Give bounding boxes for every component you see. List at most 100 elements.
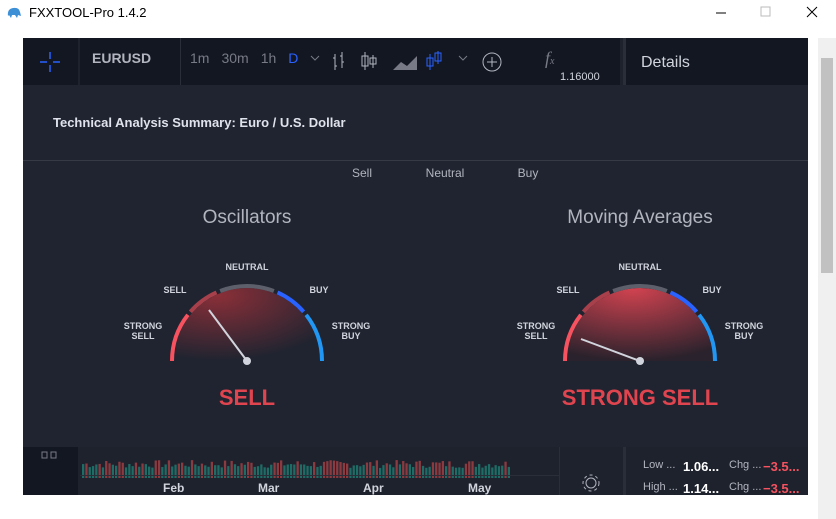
window-title: FXXTOOL-Pro 1.4.2 xyxy=(29,5,147,20)
volume-bar xyxy=(441,461,444,478)
volume-bar xyxy=(266,467,270,478)
gauge-segment xyxy=(563,313,583,362)
volume-bar xyxy=(382,465,385,478)
gauge-segment xyxy=(304,313,324,362)
volume-bar xyxy=(474,466,477,478)
crosshair-tool[interactable] xyxy=(23,38,78,85)
volume-bar xyxy=(293,464,296,478)
gauge-fill xyxy=(567,288,713,361)
interval[interactable]: 30m xyxy=(221,50,249,66)
volume-bar xyxy=(454,467,458,478)
gauge-needle xyxy=(580,338,641,362)
volume-bar xyxy=(412,466,415,478)
summary-dialog: Technical Analysis Summary: Euro / U.S. … xyxy=(23,85,808,447)
volume-bar xyxy=(154,460,157,478)
volume-bar xyxy=(200,463,204,478)
scrollbar[interactable] xyxy=(818,38,836,519)
window-controls[interactable] xyxy=(700,0,836,28)
gauge-label: STRONG xyxy=(725,321,764,331)
interval[interactable]: D xyxy=(288,50,299,66)
price-label: 1.16000 xyxy=(560,71,600,83)
settings[interactable] xyxy=(559,447,622,495)
volume-bar xyxy=(138,466,141,478)
detail-cell: Chg ... xyxy=(729,459,762,471)
month-label: Mar xyxy=(258,481,280,495)
volume-bar xyxy=(286,464,289,478)
toolbar: EURUSD 1m 30m 1h D fx xyxy=(80,38,620,85)
volume-bar xyxy=(217,465,220,478)
volume-bar xyxy=(349,467,352,478)
volume-bar xyxy=(418,460,421,478)
volume-bar xyxy=(230,460,233,478)
gauge-label: SELL xyxy=(524,331,548,341)
volume-bar xyxy=(276,462,279,478)
volume-bar xyxy=(190,460,194,478)
volume-bar xyxy=(468,461,471,478)
volume-bar xyxy=(484,465,487,478)
volume-bar xyxy=(385,463,388,478)
volume-bar xyxy=(108,463,111,478)
gauge-result: STRONG SELL xyxy=(562,385,718,410)
volume-bar xyxy=(161,467,164,478)
volume-bar xyxy=(346,463,349,478)
volume-bar xyxy=(240,463,243,478)
gauge-label: SELL xyxy=(556,285,580,295)
volume-bar xyxy=(253,466,256,478)
details-rows: Low ... 1.06... Chg ... −3.5... High ... 1.14… xyxy=(623,447,808,495)
volume-bar xyxy=(207,466,210,478)
volume-bar xyxy=(339,462,342,478)
volume-bar xyxy=(395,460,398,478)
volume-bar xyxy=(504,461,507,478)
volume-bar xyxy=(151,467,154,478)
volume-bar xyxy=(141,463,144,478)
volume-bar xyxy=(289,464,293,478)
detail-cell: 1.14... xyxy=(683,481,720,495)
volume-bar xyxy=(408,464,411,478)
symbol[interactable]: EURUSD xyxy=(92,50,152,66)
indicator-button[interactable]: fx xyxy=(545,48,555,68)
volume-bar xyxy=(445,466,448,478)
volume-bar xyxy=(98,463,101,478)
volume-bar xyxy=(194,464,197,478)
volume-bar xyxy=(131,466,134,478)
detail-cell: High ... xyxy=(643,481,678,493)
volume-bar xyxy=(124,467,128,478)
volume-bar xyxy=(164,464,167,478)
volume-bar xyxy=(491,467,494,478)
volume-bar xyxy=(260,464,263,478)
interval[interactable]: 1h xyxy=(260,50,277,66)
volume-bar xyxy=(115,465,118,478)
volume-bar xyxy=(458,467,461,478)
volume-bar xyxy=(280,460,283,478)
volume-bar xyxy=(250,462,253,478)
chart-tools xyxy=(310,51,502,72)
volume-bar xyxy=(214,465,217,478)
volume-bar xyxy=(296,461,299,478)
volume-bar xyxy=(204,465,207,478)
gauge-label: STRONG xyxy=(517,321,556,331)
detail-cell: Low ... xyxy=(643,459,676,471)
tab[interactable]: Sell xyxy=(352,166,372,180)
dialog-title: Technical Analysis Summary: Euro / U.S. … xyxy=(53,115,346,130)
volume-bar xyxy=(88,467,91,478)
gauge-result: SELL xyxy=(219,385,275,410)
interval[interactable]: 1m xyxy=(190,50,210,66)
volume-bar xyxy=(134,462,138,478)
details-title: Details xyxy=(641,54,690,71)
volume-bar xyxy=(174,464,177,478)
gauge-segment xyxy=(581,290,611,314)
volume-bar xyxy=(369,462,372,478)
gauge-hub xyxy=(243,357,251,365)
volume-bar xyxy=(101,467,105,478)
volume-bar xyxy=(227,466,230,478)
detail-cell: −3.5... xyxy=(763,459,800,474)
volume-bar xyxy=(187,466,190,478)
tab[interactable]: Neutral xyxy=(426,166,465,180)
gauge-segment xyxy=(219,284,275,293)
tab[interactable]: Buy xyxy=(518,166,539,180)
volume-bar xyxy=(428,466,431,478)
volume-bar xyxy=(181,462,184,478)
volume-bar xyxy=(128,464,131,478)
gauge-fill xyxy=(174,288,320,361)
